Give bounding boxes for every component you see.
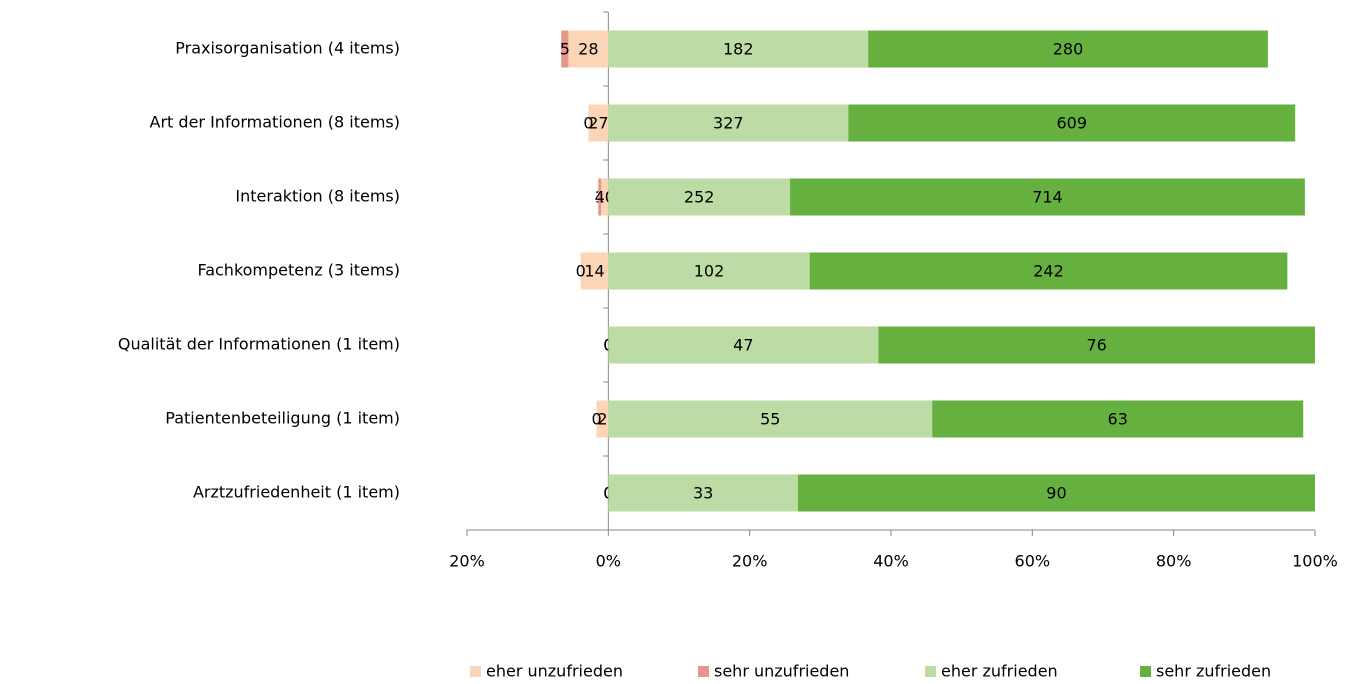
y-tick-label: Qualität der Informationen (1 item) xyxy=(118,335,400,354)
legend-label: eher unzufrieden xyxy=(486,662,623,681)
bar-segment xyxy=(608,252,810,290)
bar-segment xyxy=(797,474,1315,512)
data-label: 55 xyxy=(760,410,780,429)
data-label: 102 xyxy=(694,262,725,281)
x-tick-label: 0% xyxy=(596,552,621,571)
bar-segment xyxy=(608,474,798,512)
bar-segment xyxy=(561,30,569,68)
data-label: 14 xyxy=(584,262,604,281)
bar-segment xyxy=(608,104,849,142)
bar-segment xyxy=(588,104,609,142)
legend-swatch xyxy=(470,666,481,677)
y-tick-label: Patientenbeteiligung (1 item) xyxy=(165,409,400,428)
y-tick-label: Art der Informationen (8 items) xyxy=(150,113,400,132)
data-label: 280 xyxy=(1053,40,1084,59)
bar-segment xyxy=(790,178,1305,216)
x-tick-label: 40% xyxy=(873,552,909,571)
bar-segment xyxy=(608,400,933,438)
bar-segment xyxy=(601,178,609,216)
bar-segment xyxy=(596,400,609,438)
legend-label: sehr zufrieden xyxy=(1156,662,1271,681)
y-tick-label: Fachkompetenz (3 items) xyxy=(197,261,400,280)
data-label: 242 xyxy=(1033,262,1064,281)
data-label: 0 xyxy=(583,114,593,133)
legend-label: sehr unzufrieden xyxy=(714,662,849,681)
bar-segment xyxy=(580,252,609,290)
x-tick-label: 60% xyxy=(1015,552,1051,571)
legend-swatch xyxy=(925,666,936,677)
legend-swatch xyxy=(698,666,709,677)
legend-label: eher zufrieden xyxy=(941,662,1058,681)
data-label: 252 xyxy=(684,188,715,207)
data-label: 4 xyxy=(595,188,605,207)
data-label: 33 xyxy=(693,484,713,503)
data-label: 90 xyxy=(1046,484,1066,503)
bar-segment xyxy=(848,104,1296,142)
data-label: 2 xyxy=(597,410,607,429)
data-label: 47 xyxy=(733,336,753,355)
data-label: 5 xyxy=(560,40,570,59)
y-tick-label: Arztzufriedenheit (1 item) xyxy=(193,483,400,502)
x-tick-label: 20% xyxy=(449,552,485,571)
bar-segment xyxy=(598,178,602,216)
data-label: 63 xyxy=(1108,410,1128,429)
legend-swatch xyxy=(1140,666,1151,677)
bar-segment xyxy=(608,30,869,68)
data-label: 0 xyxy=(591,410,601,429)
data-label: 76 xyxy=(1087,336,1107,355)
data-label: 327 xyxy=(713,114,744,133)
y-tick-label: Interaktion (8 items) xyxy=(235,187,400,206)
data-label: 0 xyxy=(576,262,586,281)
data-label: 714 xyxy=(1032,188,1063,207)
bar-segment xyxy=(608,178,791,216)
y-tick-label: Praxisorganisation (4 items) xyxy=(175,39,400,58)
x-tick-label: 80% xyxy=(1156,552,1192,571)
bar-segment xyxy=(878,326,1315,364)
x-tick-label: 20% xyxy=(732,552,768,571)
x-tick-label: 100% xyxy=(1292,552,1338,571)
bar-segment xyxy=(568,30,609,68)
bar-segment xyxy=(932,400,1304,438)
bar-segment xyxy=(868,30,1268,68)
data-label: 609 xyxy=(1056,114,1087,133)
data-label: 28 xyxy=(578,40,598,59)
bar-segment xyxy=(809,252,1288,290)
data-label: 182 xyxy=(723,40,754,59)
bar-segment xyxy=(608,326,879,364)
data-label: 27 xyxy=(588,114,608,133)
